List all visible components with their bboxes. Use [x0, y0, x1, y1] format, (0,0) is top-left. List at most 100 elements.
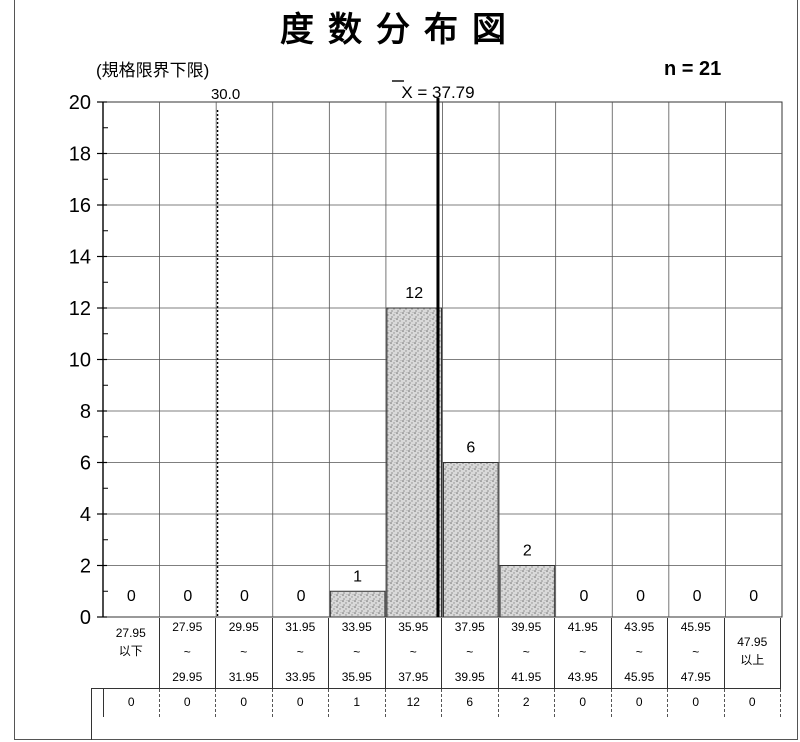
y-tick-label: 12 — [69, 298, 91, 320]
class-interval-cell: 31.95 ~33.95 — [273, 618, 329, 688]
bars-layer — [329, 307, 556, 618]
class-separator: ~ — [466, 645, 474, 659]
class-interval-cell: 27.95 以下 — [103, 618, 160, 688]
y-tick-label: 6 — [80, 453, 91, 475]
bar-value-label: 0 — [297, 588, 306, 605]
class-separator: ~ — [183, 645, 191, 659]
count-cell: 0 — [725, 689, 781, 717]
lower-limit-label: 30.0 — [211, 86, 240, 103]
class-interval-cell: 39.95 ~41.95 — [499, 618, 555, 688]
count-cell: 12 — [386, 689, 442, 717]
class-interval-cell: 37.95 ~39.95 — [442, 618, 499, 688]
mean-label: X = 37.79 — [401, 83, 474, 102]
y-tick-label: 14 — [69, 247, 91, 269]
class-lower-bound: 37.95 — [454, 620, 485, 634]
count-cell: 0 — [555, 689, 612, 717]
chart-frame — [14, 0, 798, 740]
class-separator: ~ — [409, 645, 417, 659]
bar — [386, 307, 442, 618]
class-lower-bound: 29.95 — [228, 620, 259, 634]
bar-value-label: 0 — [240, 588, 249, 605]
y-tick-label: 20 — [69, 92, 91, 114]
sample-size-label: n = 21 — [664, 58, 722, 80]
class-upper-bound: 31.95 — [228, 670, 259, 684]
bar-value-label: 0 — [580, 588, 589, 605]
class-upper-bound: 39.95 — [454, 670, 485, 684]
count-cell: 0 — [216, 689, 273, 717]
class-separator: ~ — [296, 645, 304, 659]
class-interval-cell: 41.95 ~43.95 — [555, 618, 612, 688]
count-cell: 2 — [499, 689, 555, 717]
class-lower-bound: 33.95 — [341, 620, 372, 634]
y-tick-label: 2 — [80, 556, 91, 578]
class-interval-cell: 35.95 ~37.95 — [386, 618, 442, 688]
class-separator: 以下 — [118, 644, 143, 658]
bar-value-label: 12 — [405, 285, 423, 302]
y-tick-label: 4 — [80, 504, 91, 526]
y-tick-label: 8 — [80, 401, 91, 423]
class-upper-bound: 35.95 — [341, 670, 372, 684]
bar-value-label: 1 — [353, 568, 362, 585]
class-separator: ~ — [635, 645, 643, 659]
bar — [443, 462, 499, 618]
class-separator: ~ — [240, 645, 248, 659]
class-lower-bound: 39.95 — [511, 620, 542, 634]
class-interval-cell: 45.95 ~47.95 — [668, 618, 725, 688]
y-tick-label: 18 — [69, 144, 91, 166]
class-lower-bound: 45.95 — [680, 620, 711, 634]
count-cell: 0 — [612, 689, 668, 717]
count-cell: 1 — [329, 689, 386, 717]
class-upper-bound: 47.95 — [680, 670, 711, 684]
class-upper-bound: 33.95 — [285, 670, 316, 684]
class-table: 27.95 以下 27.95 ~29.95 29.95 ~31.95 31.95 ~33.95… — [91, 618, 781, 717]
class-interval-cell: 33.95 ~35.95 — [329, 618, 386, 688]
class-upper-bound: 37.95 — [398, 670, 429, 684]
class-upper-bound: 41.95 — [511, 670, 542, 684]
class-upper-bound: 43.95 — [567, 670, 598, 684]
class-separator: ~ — [692, 645, 700, 659]
class-interval-cell: 43.95 ~45.95 — [612, 618, 668, 688]
class-lower-bound: 47.95 — [737, 634, 768, 649]
class-interval-cell: 47.95 以上 — [725, 618, 781, 688]
bar-value-label: 0 — [127, 588, 136, 605]
grid-layer — [97, 101, 783, 618]
class-lower-bound: 27.95 — [115, 626, 146, 640]
class-lower-bound: 43.95 — [624, 620, 655, 634]
class-separator: ~ — [522, 645, 530, 659]
y-tick-label: 16 — [69, 195, 91, 217]
bar-value-label: 0 — [749, 588, 758, 605]
class-interval-cell: 27.95 ~29.95 — [160, 618, 216, 688]
class-lower-bound: 35.95 — [398, 620, 429, 634]
count-cell: 6 — [442, 689, 499, 717]
bar-value-label: 0 — [636, 588, 645, 605]
reference-lines-layer — [216, 98, 440, 617]
count-cell: 0 — [668, 689, 725, 717]
class-interval-cell: 29.95 ~31.95 — [216, 618, 273, 688]
count-cell: 0 — [103, 689, 160, 717]
class-lower-bound: 31.95 — [285, 620, 316, 634]
class-lower-bound: 27.95 — [172, 620, 203, 634]
bar-value-label: 0 — [183, 588, 192, 605]
class-upper-bound: 29.95 — [172, 670, 203, 684]
class-separator: ~ — [353, 645, 361, 659]
bar-value-label: 6 — [466, 440, 475, 457]
table-left-border — [91, 688, 92, 740]
class-lower-bound: 41.95 — [567, 620, 598, 634]
spec-limit-note: (規格限界下限) — [96, 61, 210, 80]
class-interval-row: 27.95 以下 27.95 ~29.95 29.95 ~31.95 31.95 ~33.95… — [103, 618, 781, 688]
class-upper-bound: 45.95 — [624, 670, 655, 684]
y-tick-label: 10 — [69, 350, 91, 372]
chart-title: 度数分布図 — [280, 10, 520, 50]
count-row: 0 0 0 0 1 12 6 2 0 0 0 0 — [91, 688, 781, 717]
y-tick-label: 0 — [80, 607, 91, 629]
bar-value-label: 0 — [693, 588, 702, 605]
count-cell: 0 — [273, 689, 329, 717]
class-separator: 以上 — [740, 652, 765, 667]
count-cell: 0 — [160, 689, 216, 717]
bar — [499, 565, 556, 618]
bar — [329, 590, 386, 618]
bar-value-label: 2 — [523, 543, 532, 560]
class-separator: ~ — [579, 645, 587, 659]
